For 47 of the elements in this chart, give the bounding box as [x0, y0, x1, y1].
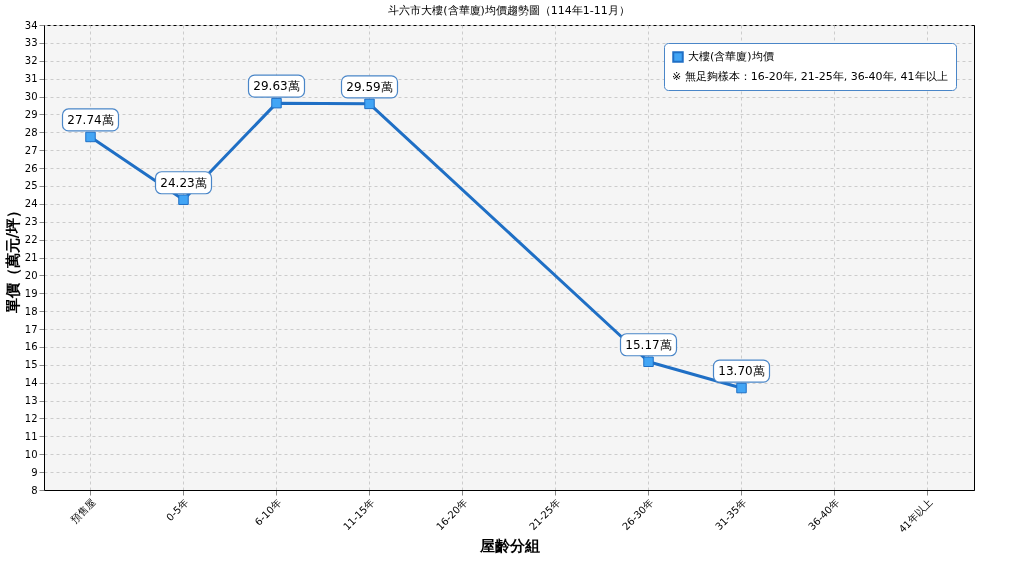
y-tick-label: 34 — [24, 19, 38, 31]
x-axis-title: 屋齡分組 — [478, 536, 540, 555]
point — [364, 98, 375, 110]
y-tick-label: 20 — [24, 269, 38, 281]
y-tick-label: 32 — [24, 55, 38, 67]
point — [271, 97, 282, 109]
y-tick-label: 8 — [31, 484, 38, 496]
data-label: 27.74萬 — [67, 112, 114, 127]
y-tick-label: 15 — [24, 359, 38, 371]
y-tick-label: 22 — [24, 234, 38, 246]
y-tick-label: 17 — [24, 323, 38, 335]
data-label: 15.17萬 — [625, 337, 672, 352]
y-tick-label: 19 — [24, 287, 38, 299]
point — [85, 131, 96, 143]
y-tick-label: 14 — [24, 377, 38, 389]
y-tick-label: 30 — [24, 91, 38, 103]
data-label: 24.23萬 — [160, 175, 207, 190]
y-tick-label: 28 — [24, 126, 38, 138]
y-tick-label: 18 — [24, 305, 38, 317]
annotation: ※ 無足夠樣本：16-20年, 21-25年, 36-40年, 41年以上 — [672, 70, 948, 83]
y-tick-label: 26 — [24, 162, 38, 174]
y-tick-label: 16 — [24, 341, 38, 353]
y-tick-label: 12 — [24, 412, 38, 424]
y-tick-label: 24 — [24, 198, 38, 210]
data-label: 29.59萬 — [346, 79, 393, 94]
y-tick-label: 13 — [24, 395, 38, 407]
y-tick-label: 10 — [24, 448, 38, 460]
data-label: 29.63萬 — [253, 79, 300, 94]
x-tick-label: 0-5年 — [164, 496, 191, 524]
y-tick-label: 23 — [24, 216, 38, 228]
y-tick-label: 25 — [24, 180, 38, 192]
legend-label: 大樓(含華廈)均價 — [688, 50, 774, 63]
y-tick-label: 21 — [24, 252, 38, 263]
y-axis-title: 單價（萬元/坪） — [3, 202, 22, 315]
x-tick-label: 41年以上 — [896, 496, 935, 535]
data-label: 13.70萬 — [718, 364, 765, 379]
point — [736, 382, 747, 394]
x-tick-label: 預售屋 — [68, 496, 98, 526]
point — [178, 194, 189, 205]
y-tick-label: 9 — [31, 466, 38, 478]
chart-title: 斗六市大樓(含華廈)均價趨勢圖（114年1-11月） — [388, 4, 630, 17]
y-tick-label: 27 — [24, 144, 38, 156]
y-tick-label: 33 — [24, 37, 38, 49]
y-tick-label: 11 — [24, 430, 38, 442]
y-tick-label: 31 — [24, 73, 38, 85]
point — [643, 356, 654, 368]
y-tick-label: 29 — [24, 108, 38, 120]
